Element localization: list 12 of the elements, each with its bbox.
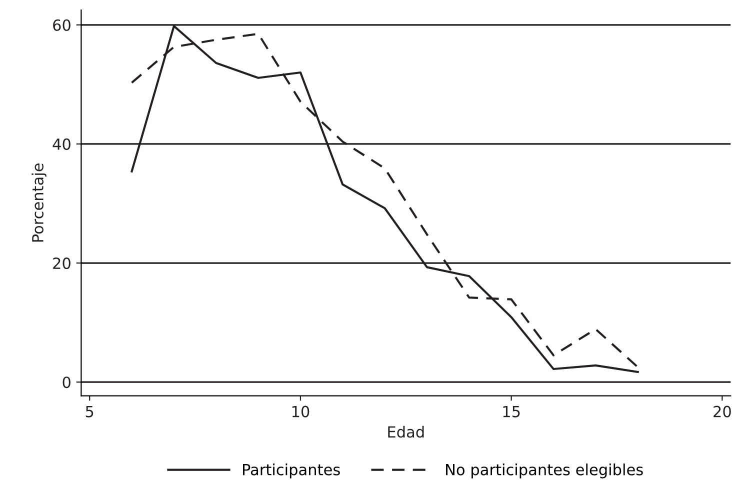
legend-label: Participantes — [243, 464, 340, 478]
x-tick-label: 5 — [86, 406, 94, 418]
y-tick-label: 0 — [62, 376, 70, 388]
x-tick-label: 20 — [714, 406, 731, 418]
x-axis-title: Edad — [388, 426, 424, 438]
y-tick-label: 20 — [53, 258, 70, 270]
y-tick-label: 60 — [53, 19, 70, 31]
y-axis-title: Porcentaje — [32, 164, 46, 242]
x-tick-label: 10 — [292, 406, 310, 418]
x-tick-label: 15 — [503, 406, 520, 418]
legend-label: No participantes elegibles — [446, 464, 643, 478]
y-tick-label: 40 — [52, 138, 70, 150]
